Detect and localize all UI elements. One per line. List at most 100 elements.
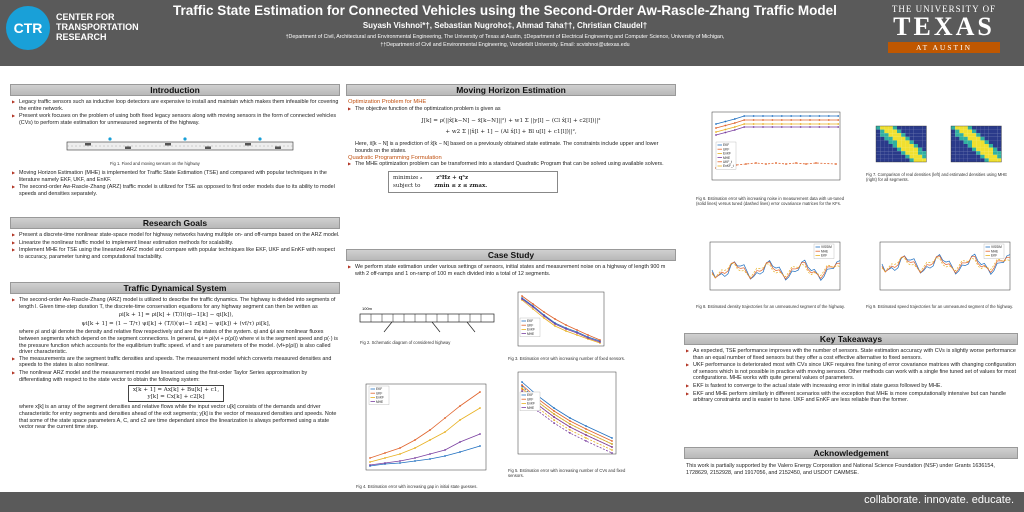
fig6-untuned-series: [715, 126, 839, 136]
chart-frame: [517, 291, 605, 347]
fig6-tuned-series-marker: [745, 163, 747, 165]
fig9-caption: Fig 9. Estimated speed trajectories for …: [866, 304, 1014, 309]
fig4-ukf-series-marker: [479, 391, 481, 393]
fig5-caption: Fig 5. Estimation error with increasing …: [508, 468, 626, 478]
fig7-heatmap-cell: [876, 158, 881, 162]
fig6-untuned-series-marker: [743, 115, 746, 117]
fig4-ekf-series: [369, 445, 481, 467]
legend-label: EKF: [376, 387, 382, 391]
fig7-heatmap-cell: [997, 140, 1002, 144]
fig7-heatmap-cell: [922, 133, 927, 137]
fig5-cv-series-marker: [611, 452, 613, 454]
qp-constraint: zmin ≤ z ≤ zmax.: [434, 182, 488, 189]
fig3-enkf-series-marker: [565, 330, 567, 332]
fig7-heatmap-cell: [892, 144, 897, 148]
fig7-heatmap-cell: [901, 133, 906, 137]
legend-label: EKF: [991, 254, 997, 258]
fig7-heatmap-cell: [880, 140, 885, 144]
fig3-ukf-series-marker: [599, 339, 601, 341]
fig7-heatmap-cell: [984, 140, 989, 144]
fig7-heatmap-cell: [980, 133, 985, 137]
fig7-heatmap-cell: [976, 129, 981, 134]
fig7-heatmap-cell: [909, 126, 914, 130]
fig7-heatmap-cell: [876, 140, 881, 144]
fig6-untuned-series-marker: [743, 126, 746, 128]
qp-minimize-label: minimize: [393, 174, 419, 181]
fig7-heatmap-cell: [901, 140, 906, 144]
legend-label: EnKF: [527, 402, 535, 406]
fig6-untuned-series-marker: [724, 131, 727, 134]
fig7-heatmap-cell: [880, 158, 885, 162]
fig3-mhe-series-marker: [565, 328, 567, 330]
fig6-untuned-series-marker: [780, 123, 783, 125]
fig5-cv-series-marker: [585, 440, 587, 442]
fig7-heatmap-cell: [922, 144, 927, 148]
fig4-mhe-series-marker: [429, 453, 431, 455]
fig6-untuned-series-marker: [809, 126, 811, 128]
legend-label: UKF: [723, 147, 729, 151]
fig7-heatmap-cell: [901, 136, 906, 141]
takeaway-bullet-3: EKF is fastest to converge to the actual…: [686, 383, 1016, 390]
takeaway-bullet-1: As expected, TSE performance improves wi…: [686, 348, 1016, 361]
fig7-heatmap-cell: [972, 126, 977, 130]
fig1-vehicle: [245, 143, 251, 146]
fig7-heatmap-frame: [950, 125, 1002, 163]
fig5-cv-series-marker: [585, 437, 587, 439]
fig6-untuned-series-marker: [780, 126, 783, 128]
fig7-heatmap-cell: [897, 126, 902, 130]
fig7-heatmap-cell: [980, 158, 985, 162]
fig7-heatmap-cell: [997, 154, 1002, 159]
fig7-heatmap-cell: [905, 154, 910, 159]
fig4-ukf-series-marker: [414, 439, 416, 441]
fig7-heatmap-cell: [918, 154, 923, 159]
fig6-untuned-series-marker: [799, 126, 802, 128]
fig7-heatmap-cell: [980, 126, 985, 130]
ut-logo-line2: TEXAS: [893, 12, 995, 41]
affiliation-line-2: ††Department of Civil and Environmental …: [380, 41, 630, 48]
fig7-heatmap-cell: [888, 151, 893, 155]
fig7-heatmap-cell: [972, 147, 977, 152]
fig7-heatmap-cell: [897, 158, 902, 162]
legend-label: VISSIM: [821, 245, 832, 249]
fig7-heatmap-cell: [993, 147, 998, 152]
fig7-heatmap-cell: [963, 136, 968, 141]
fig7-heatmap-cell: [951, 133, 956, 137]
fig6-untuned-series-marker: [733, 118, 736, 120]
fig5-fixed-series-marker: [569, 426, 571, 428]
fig7-heatmap-cell: [897, 147, 902, 152]
fig1-vehicle: [85, 143, 91, 146]
fig3-ukf-series-marker: [521, 295, 523, 297]
fig7-heatmap-cell: [905, 144, 910, 148]
legend-label: MHE: [376, 400, 383, 404]
poster-title: Traffic State Estimation for Connected V…: [173, 3, 837, 18]
fig7-heatmap-cell: [876, 129, 881, 134]
fig6-untuned-series-marker: [818, 123, 821, 125]
fig7-heatmap-cell: [905, 147, 910, 152]
fig4-mhe-series-marker: [444, 449, 446, 451]
fig7-heatmap-cell: [972, 140, 977, 144]
fig5-fixed-series-marker: [585, 425, 587, 427]
fig6-untuned-series-marker: [715, 123, 717, 125]
fig7-heatmap-cell: [997, 129, 1002, 134]
fig7-heatmap-cell: [984, 147, 989, 152]
fig7-heatmap-cell: [913, 126, 918, 130]
fig4-ukf-series-marker: [369, 457, 371, 459]
fig7-heatmap-cell: [984, 136, 989, 141]
poster-footer: collaborate. innovate. educate.: [0, 492, 1024, 512]
fig4-ekf-series-marker: [479, 445, 481, 447]
fig7-heatmap-cell: [980, 154, 985, 159]
fig6-untuned-series-marker: [837, 123, 840, 125]
fig7-heatmap-frame: [875, 125, 927, 163]
fig7-heatmap-cell: [888, 126, 893, 130]
fig6-untuned-series-marker: [771, 123, 774, 125]
goals-bullet-1: Present a discrete-time nonlinear state-…: [12, 232, 340, 239]
fig4-ekf-series-marker: [414, 460, 416, 462]
fig7-heatmap-cell: [884, 144, 889, 148]
fig7-heatmap-cell: [955, 133, 960, 137]
affiliation-line-1: †Department of Civil, Architectural and …: [285, 34, 725, 40]
fig6-tuned-series-marker: [755, 162, 757, 164]
fig7-heatmap-cell: [909, 154, 914, 159]
fig7-heatmap-cell: [959, 136, 964, 141]
qp-formulation-box: minimize z zᵀHz + qᵀz subject to zmin ≤ …: [388, 170, 558, 193]
